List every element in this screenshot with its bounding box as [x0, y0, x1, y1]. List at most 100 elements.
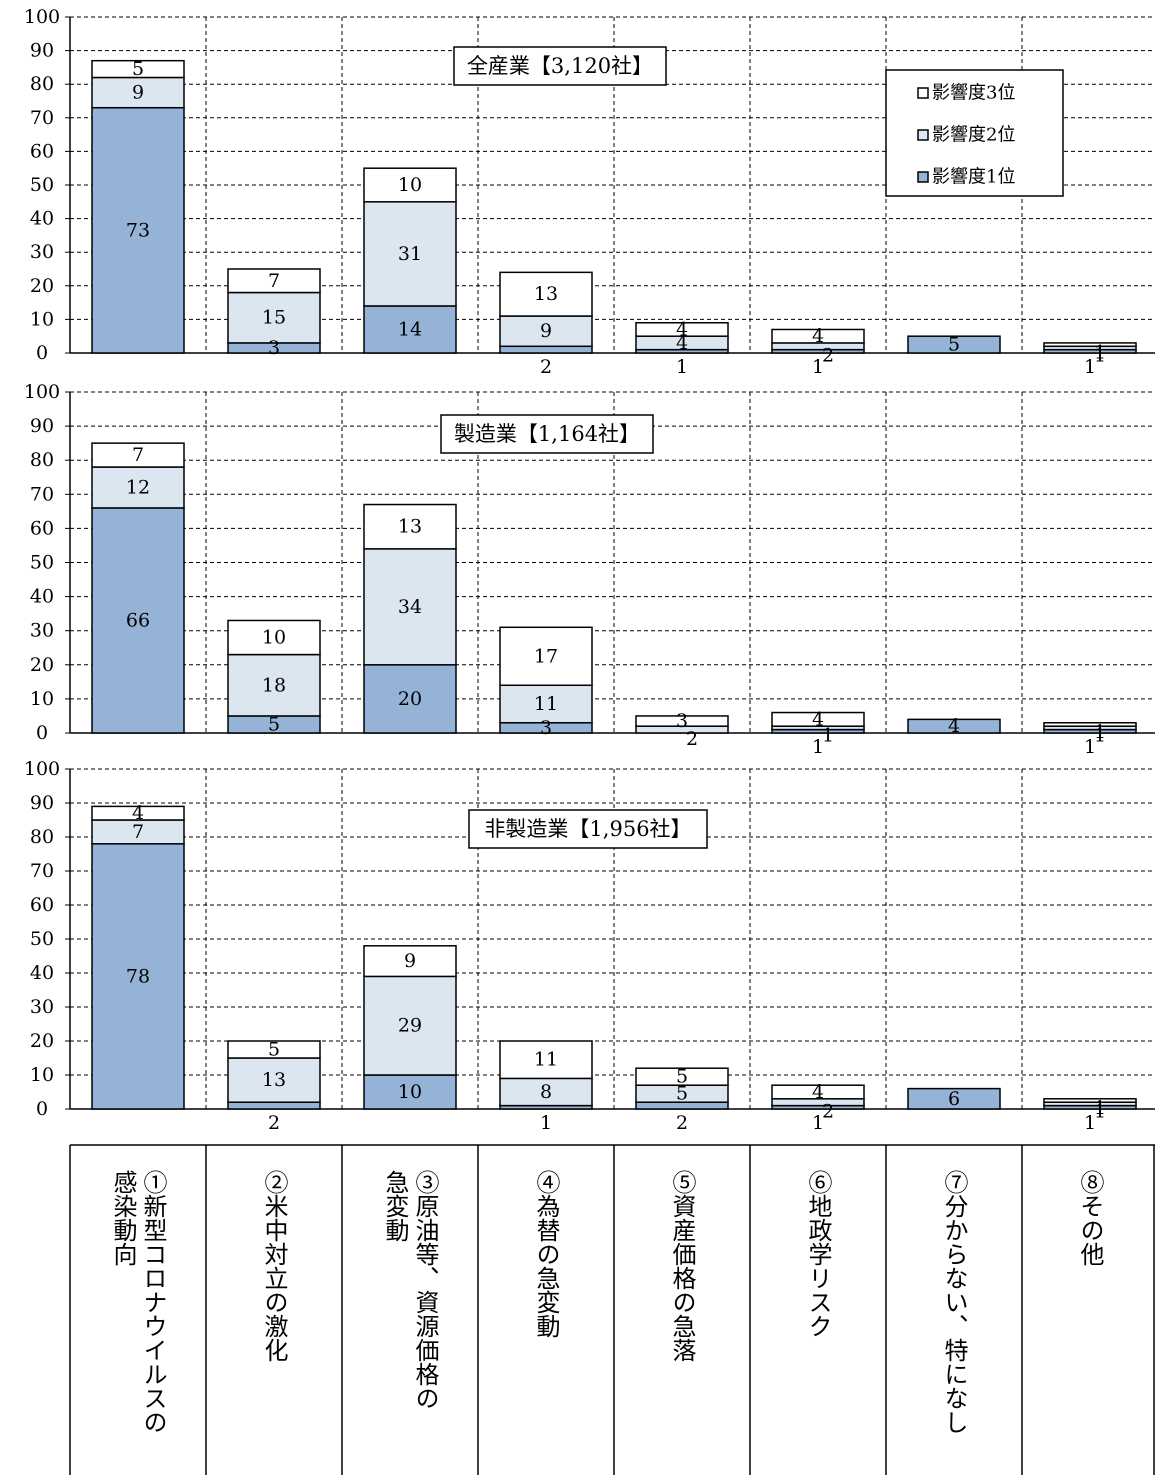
y-tick-label: 70 — [30, 860, 54, 882]
legend-label: 影響度3位 — [932, 83, 1015, 104]
data-label-rank3: 4 — [676, 318, 688, 340]
data-label-rank1: 5 — [948, 334, 960, 356]
bar-segment-rank3 — [771, 328, 865, 344]
data-label-rank2: 1 — [1094, 1101, 1106, 1123]
bar-segment-rank1 — [499, 345, 593, 354]
data-label-rank1: 2 — [268, 1112, 280, 1134]
legend-label: 影響度2位 — [932, 125, 1015, 146]
bar-segment-rank3 — [635, 1067, 729, 1086]
data-label-rank1: 1 — [812, 356, 824, 378]
category-label: ⑤資産価格の急落 — [668, 1170, 696, 1362]
bar-segment-rank3 — [1043, 342, 1137, 348]
y-tick-label: 90 — [30, 415, 54, 437]
bar-segment-rank3 — [91, 442, 185, 468]
data-label-rank2: 29 — [398, 1015, 422, 1037]
bar-segment-rank3 — [363, 167, 457, 203]
data-label-rank3: 4 — [812, 1081, 824, 1103]
data-label-rank2: 18 — [262, 674, 286, 696]
y-tick-label: 10 — [30, 688, 54, 710]
y-tick-label: 100 — [24, 381, 60, 403]
data-label-rank1: 73 — [126, 219, 150, 241]
bar-segment-rank2 — [227, 291, 321, 344]
data-label-rank1: 3 — [268, 337, 280, 359]
data-label-rank1: 66 — [126, 609, 150, 631]
y-tick-label: 30 — [30, 620, 54, 642]
y-tick-label: 30 — [30, 996, 54, 1018]
bar-segment-rank3 — [1043, 722, 1137, 727]
bar-segment-rank3 — [771, 1084, 865, 1100]
y-tick-label: 80 — [30, 449, 54, 471]
data-label-rank3: 4 — [132, 802, 144, 824]
category-label: ⑥地政学リスク — [804, 1170, 832, 1338]
y-tick-label: 50 — [30, 174, 54, 196]
y-tick-label: 10 — [30, 308, 54, 330]
y-tick-label: 90 — [30, 792, 54, 814]
category-label: ①新型コロナウイルスの 感染動向 — [109, 1170, 167, 1434]
data-label-rank3: 1 — [1094, 341, 1106, 363]
y-tick-label: 40 — [30, 208, 54, 230]
y-tick-label: 40 — [30, 586, 54, 608]
y-tick-label: 20 — [30, 275, 54, 297]
data-label-rank2: 31 — [398, 243, 422, 265]
data-label-rank1: 4 — [948, 715, 960, 737]
bar-segment-rank3 — [771, 711, 865, 727]
y-tick-label: 60 — [30, 140, 54, 162]
y-tick-label: 80 — [30, 73, 54, 95]
data-label-rank2: 13 — [262, 1069, 286, 1091]
data-label-rank2: 2 — [822, 345, 834, 367]
data-label-rank1: 1 — [1084, 356, 1096, 378]
y-tick-label: 0 — [36, 722, 48, 744]
bar-segment-rank3 — [635, 322, 729, 337]
data-label-rank3: 11 — [534, 1049, 558, 1071]
data-label-rank3: 13 — [398, 516, 422, 538]
legend-label: 影響度1位 — [932, 167, 1015, 188]
y-tick-label: 20 — [30, 654, 54, 676]
bar-segment-rank2 — [363, 548, 457, 666]
bar-segment-rank3 — [227, 619, 321, 656]
data-label-rank1: 2 — [540, 356, 552, 378]
panel-title: 全産業【3,120社】 — [467, 54, 653, 78]
data-label-rank3: 17 — [534, 645, 558, 667]
bar-segment-rank3 — [227, 268, 321, 294]
data-label-rank3: 9 — [404, 950, 416, 972]
y-tick-label: 40 — [30, 962, 54, 984]
y-tick-label: 0 — [36, 342, 48, 364]
y-tick-label: 70 — [30, 483, 54, 505]
panel-title-box — [453, 46, 667, 86]
data-label-rank1: 5 — [268, 713, 280, 735]
data-label-rank1: 78 — [126, 965, 150, 987]
bar-segment-rank1 — [907, 335, 1001, 354]
data-label-rank2: 11 — [534, 693, 558, 715]
y-tick-label: 90 — [30, 40, 54, 62]
bar-segment-rank1 — [363, 1074, 457, 1110]
legend-box — [885, 69, 1064, 197]
bar-segment-rank3 — [227, 1040, 321, 1059]
bar-segment-rank3 — [91, 59, 185, 79]
data-label-rank2: 15 — [262, 307, 286, 329]
data-label-rank3: 1 — [1094, 1097, 1106, 1119]
data-label-rank3: 5 — [132, 58, 144, 80]
y-tick-label: 0 — [36, 1098, 48, 1120]
data-label-rank3: 4 — [812, 708, 824, 730]
y-tick-label: 60 — [30, 894, 54, 916]
y-tick-label: 30 — [30, 241, 54, 263]
data-label-rank2: 12 — [126, 476, 150, 498]
data-label-rank1: 14 — [398, 318, 422, 340]
panel-title-box — [440, 414, 654, 454]
data-label-rank3: 3 — [676, 710, 688, 732]
y-tick-label: 100 — [24, 6, 60, 28]
category-label: ⑦分からない、特になし — [940, 1170, 968, 1434]
panel-title-box — [468, 809, 708, 849]
bar-segment-rank2 — [227, 653, 321, 717]
data-label-rank1: 6 — [948, 1088, 960, 1110]
bar-segment-rank1 — [91, 843, 185, 1110]
y-tick-label: 50 — [30, 552, 54, 574]
data-label-rank2: 9 — [132, 82, 144, 104]
category-label: ⑧その他 — [1076, 1170, 1104, 1266]
data-label-rank1: 1 — [1084, 736, 1096, 758]
y-tick-label: 20 — [30, 1030, 54, 1052]
data-label-rank2: 1 — [822, 725, 834, 747]
bar-segment-rank2 — [91, 466, 185, 509]
bar-segment-rank2 — [499, 1077, 593, 1107]
data-label-rank1: 10 — [398, 1081, 422, 1103]
